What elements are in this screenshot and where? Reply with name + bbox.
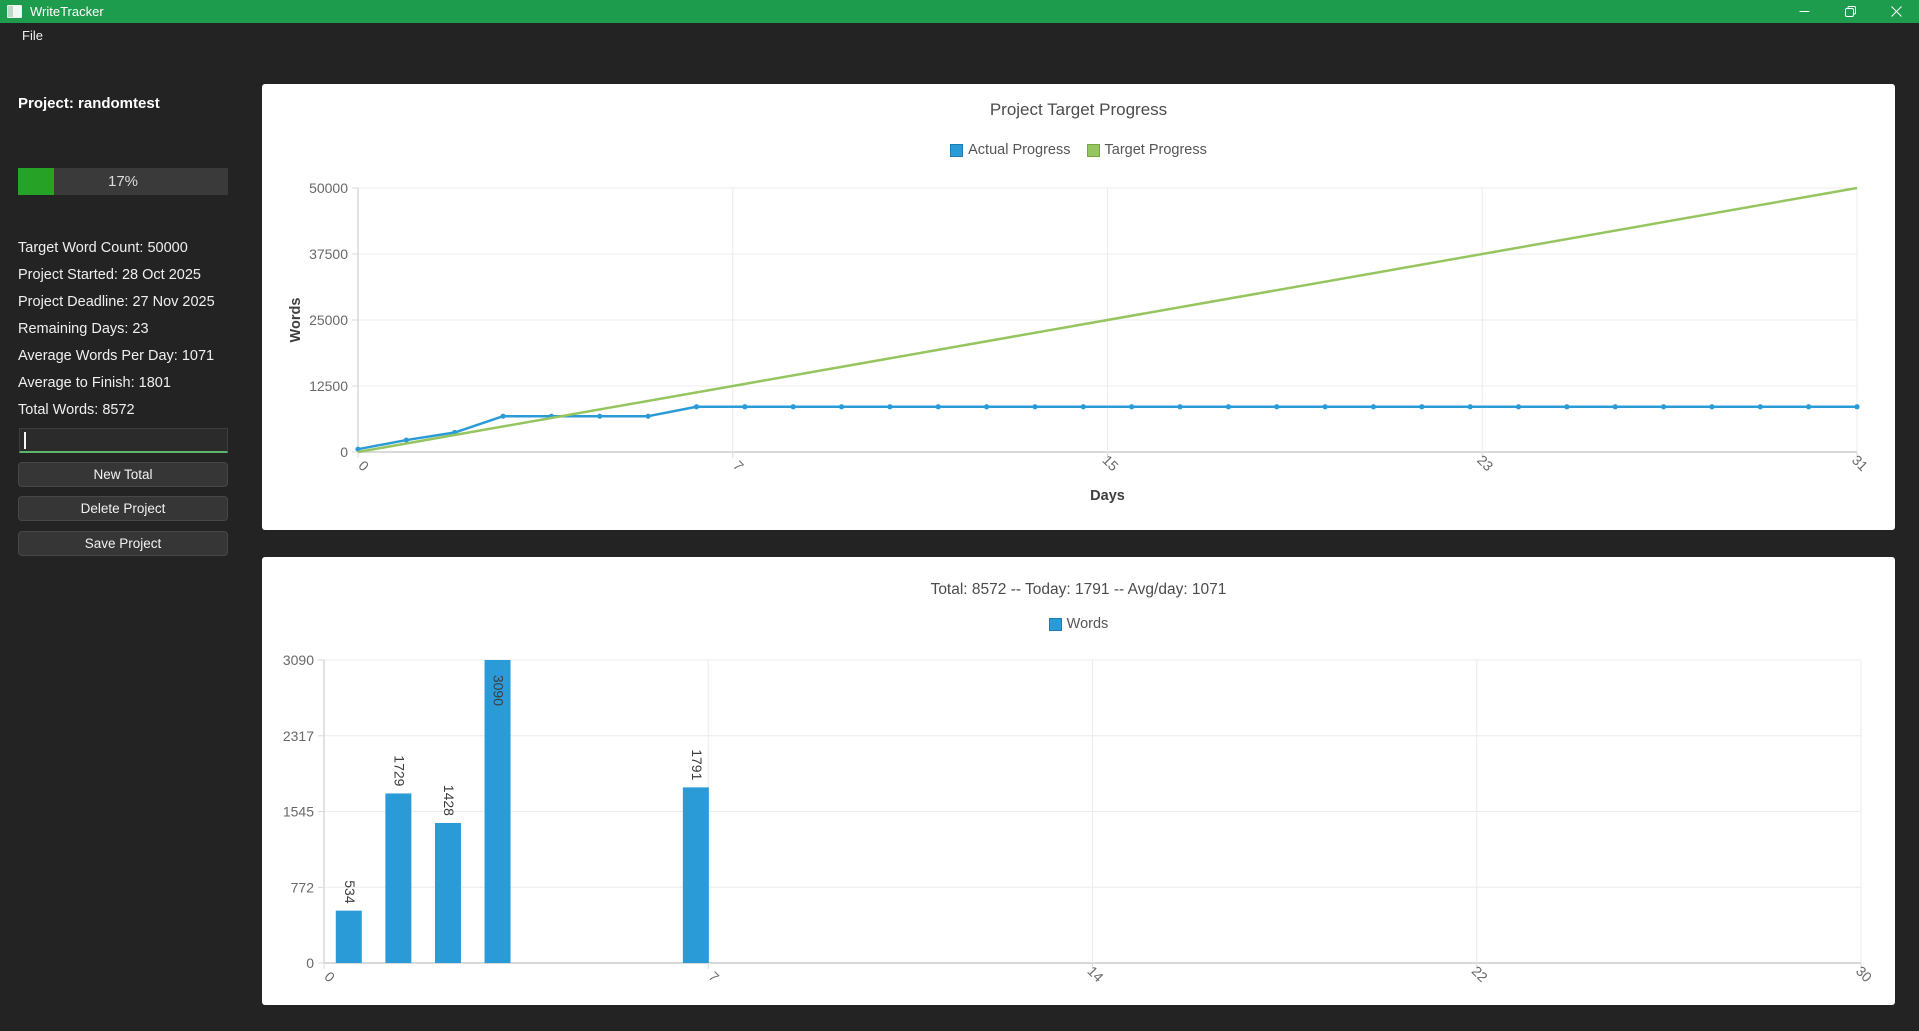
legend-item-words: Words [1048, 616, 1109, 632]
line-chart-legend: Actual Progress Target Progress [262, 142, 1895, 158]
svg-text:1428: 1428 [441, 785, 457, 816]
project-title: Project: randomtest [18, 95, 160, 112]
svg-text:534: 534 [342, 880, 358, 904]
svg-text:1791: 1791 [689, 749, 705, 780]
svg-text:7: 7 [730, 457, 747, 474]
svg-text:1729: 1729 [391, 755, 407, 786]
sidebar: Project: randomtest 17% Target Word Coun… [0, 49, 262, 1031]
bar-chart-legend: Words [262, 616, 1895, 632]
svg-text:0: 0 [355, 457, 372, 474]
svg-text:37500: 37500 [309, 246, 348, 262]
svg-text:31: 31 [1849, 452, 1871, 474]
svg-text:3090: 3090 [491, 675, 507, 706]
stat-remaining-days: Remaining Days: 23 [18, 321, 149, 337]
progress-chart-card: Project Target Progress Actual Progress … [262, 84, 1895, 530]
progress-percent-label: 17% [107, 173, 139, 190]
svg-text:3090: 3090 [283, 652, 314, 668]
daily-words-chart-card: Total: 8572 -- Today: 1791 -- Avg/day: 1… [262, 557, 1895, 1005]
restore-button[interactable] [1827, 0, 1873, 23]
app-icon [7, 5, 22, 18]
delete-project-button[interactable]: Delete Project [18, 496, 228, 521]
text-caret [24, 432, 26, 449]
svg-text:772: 772 [291, 879, 315, 895]
word-count-input[interactable] [19, 428, 228, 453]
legend-item-target-progress: Target Progress [1086, 142, 1207, 158]
stat-project-deadline: Project Deadline: 27 Nov 2025 [18, 294, 215, 310]
stat-target-word-count: Target Word Count: 50000 [18, 240, 188, 256]
svg-text:30: 30 [1853, 963, 1875, 985]
menu-file[interactable]: File [22, 28, 43, 43]
svg-text:14: 14 [1084, 963, 1106, 985]
words-swatch [1048, 617, 1062, 631]
restore-icon [1844, 6, 1856, 17]
line-chart-title: Project Target Progress [989, 100, 1168, 119]
legend-label: Actual Progress [968, 142, 1071, 158]
line-chart-canvas[interactable]: 0 12500 25000 37500 50000 0 7 15 23 31 Words Days [262, 84, 1895, 530]
project-stats: Target Word Count: 50000 Project Started… [18, 235, 258, 424]
minimize-button[interactable] [1781, 0, 1827, 23]
svg-text:Days: Days [1090, 488, 1125, 504]
svg-text:1545: 1545 [283, 804, 314, 820]
svg-text:Words: Words [288, 298, 304, 343]
close-icon [1890, 6, 1902, 17]
svg-text:50000: 50000 [309, 180, 348, 196]
svg-text:22: 22 [1469, 963, 1491, 985]
bar-chart-canvas[interactable]: 0 772 1545 2317 3090 0 7 14 22 30 534 1729 1428 3090 1… [262, 557, 1895, 1005]
target-progress-swatch [1086, 143, 1100, 157]
close-button[interactable] [1873, 0, 1919, 23]
bar-chart-title: Total: 8572 -- Today: 1791 -- Avg/day: 1… [930, 581, 1227, 598]
svg-text:15: 15 [1099, 452, 1121, 474]
legend-label: Words [1066, 616, 1109, 632]
legend-item-actual-progress: Actual Progress [950, 142, 1071, 158]
actual-progress-swatch [950, 143, 964, 157]
new-total-button[interactable]: New Total [18, 462, 228, 487]
stat-average-to-finish: Average to Finish: 1801 [18, 375, 171, 391]
progress-bar: 17% [18, 168, 228, 195]
legend-label: Target Progress [1104, 142, 1207, 158]
minimize-icon [1799, 6, 1810, 17]
svg-text:2317: 2317 [283, 728, 314, 744]
menubar: File [0, 23, 1919, 49]
stat-project-started: Project Started: 28 Oct 2025 [18, 267, 201, 283]
svg-text:0: 0 [306, 955, 314, 971]
titlebar: WriteTracker [0, 0, 1919, 23]
svg-text:0: 0 [340, 444, 348, 460]
svg-text:7: 7 [706, 968, 723, 985]
svg-text:25000: 25000 [309, 312, 348, 328]
svg-text:0: 0 [321, 968, 338, 985]
svg-text:23: 23 [1474, 452, 1496, 474]
progress-fill [18, 168, 54, 195]
window-title: WriteTracker [30, 4, 104, 19]
svg-text:12500: 12500 [309, 378, 348, 394]
stat-average-words-per-day: Average Words Per Day: 1071 [18, 348, 215, 364]
save-project-button[interactable]: Save Project [18, 531, 228, 556]
stat-total-words: Total Words: 8572 [18, 402, 135, 418]
